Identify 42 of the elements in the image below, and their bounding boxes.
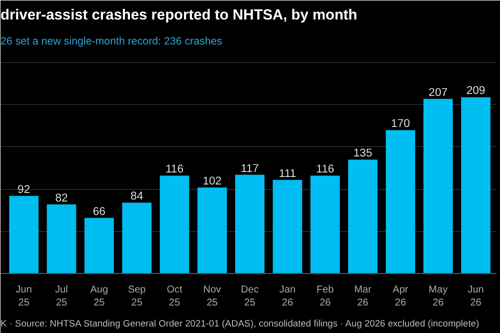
bar (310, 176, 340, 274)
x-tick-label: Jun 25 (16, 284, 32, 309)
chart-title: driver-assist crashes reported to NHTSA, by month (0, 8, 358, 24)
data-label: 117 (240, 162, 259, 175)
data-label: 82 (55, 192, 68, 204)
x-tick-label: Sep 25 (128, 284, 146, 309)
bar (461, 97, 490, 274)
x-tick-label: Dec 25 (240, 284, 259, 309)
data-label: 209 (466, 85, 486, 98)
text: K · Source: NHTSA Standing General Order 2021-01 (ADAS), consolidated filings · Aug 2026 excluded (incomplete) (0, 318, 480, 328)
x-tick-label: May 26 (428, 284, 448, 309)
x-tick-label: Oct 25 (166, 284, 182, 309)
bar (122, 202, 152, 274)
x-tick-label: Nov 25 (203, 284, 222, 309)
x-tick-label: Jul 25 (55, 284, 68, 309)
bar (197, 187, 227, 274)
x-tick-label: Apr 26 (392, 284, 409, 309)
bar (423, 98, 453, 274)
bar (84, 218, 114, 274)
data-label: 84 (130, 190, 144, 203)
data-label: 170 (391, 118, 410, 130)
bar (160, 176, 190, 274)
bar (386, 130, 416, 274)
data-label: 66 (92, 206, 106, 218)
x-tick-label: Jun 26 (468, 284, 484, 309)
bar (272, 180, 302, 274)
x-tick-label: Mar 26 (354, 284, 372, 309)
bar (348, 160, 378, 274)
x-tick-label: Feb 26 (316, 284, 334, 309)
data-label: 116 (165, 164, 184, 176)
chart-subtitle: 26 set a new single-month record: 236 crashes (0, 36, 222, 48)
data-label: 207 (428, 86, 448, 99)
data-label: 135 (353, 148, 372, 160)
bar (46, 204, 76, 274)
data-label: 92 (18, 184, 30, 196)
bar (9, 196, 39, 274)
x-tick-label: Jan 26 (279, 284, 296, 309)
x-tick-label: Aug 25 (90, 284, 108, 309)
data-label: 111 (278, 168, 296, 180)
bar (235, 174, 265, 274)
data-label: 102 (202, 175, 222, 188)
data-label: 116 (316, 164, 334, 176)
